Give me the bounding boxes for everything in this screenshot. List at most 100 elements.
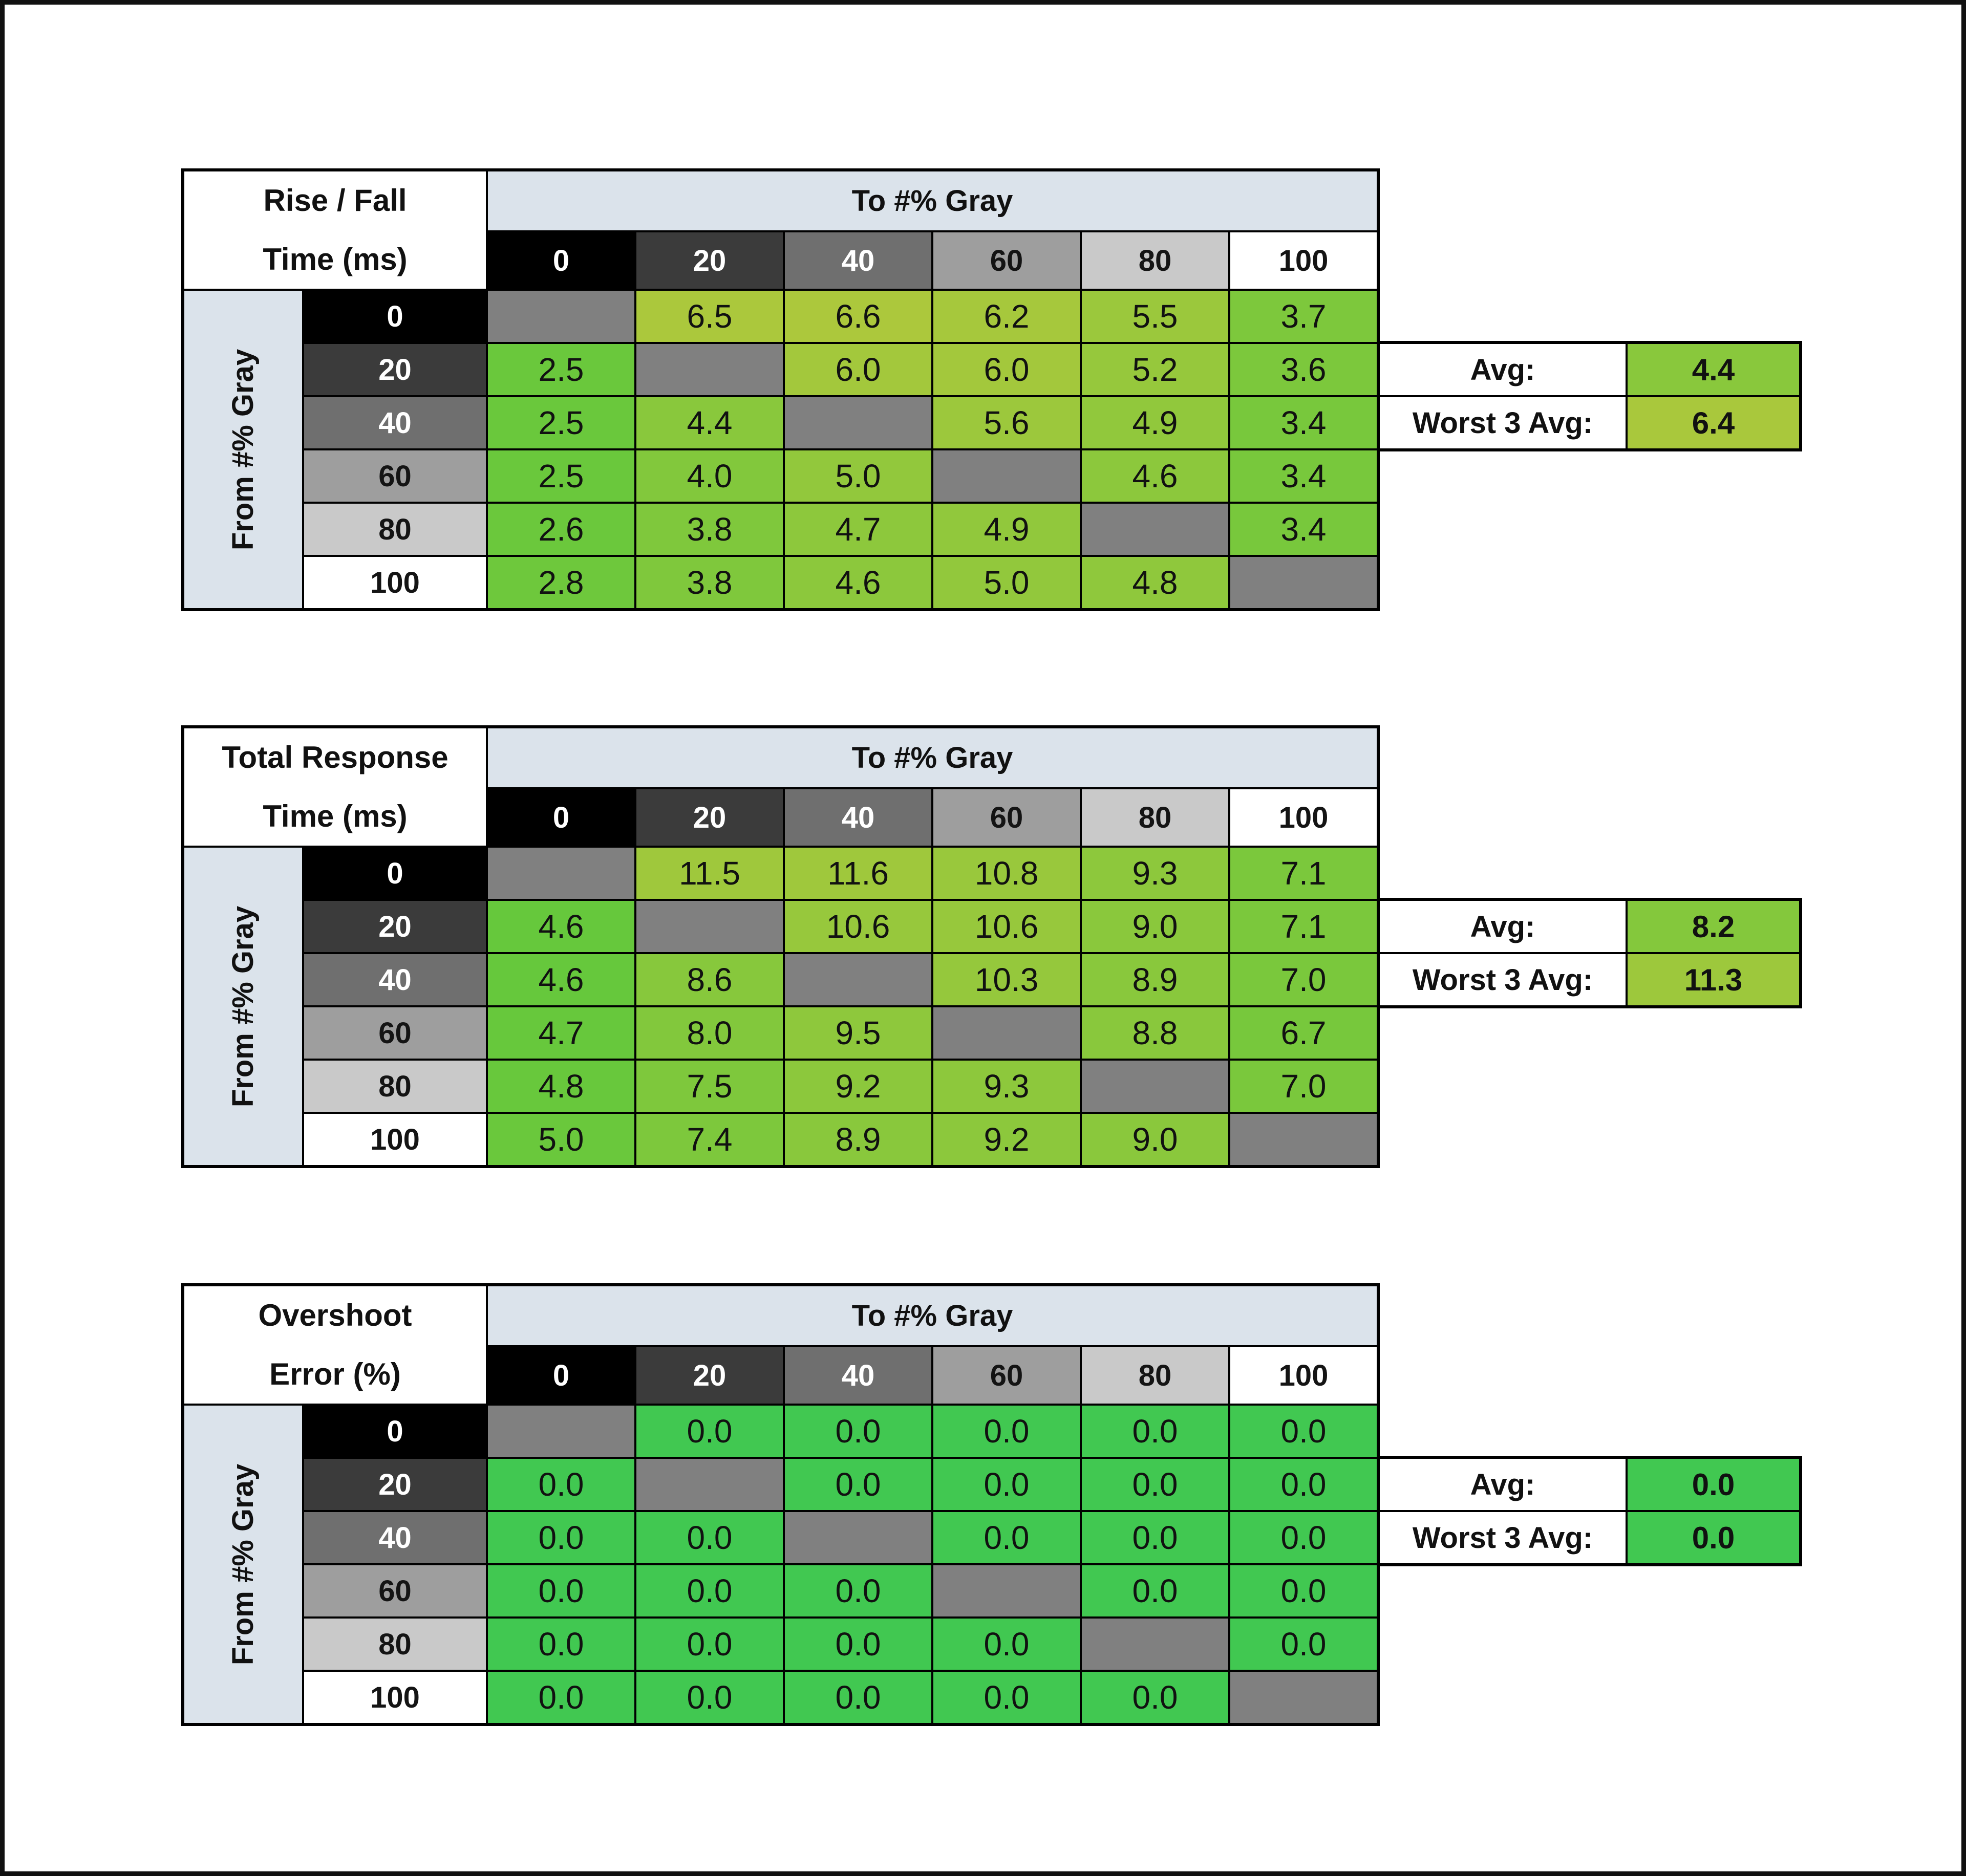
overshoot-error-row-header-60: 60 <box>304 1565 486 1616</box>
total-response-time-diagonal-from100 <box>1230 1114 1377 1165</box>
total-response-time-cell-from40-to80: 8.9 <box>1082 954 1228 1005</box>
overshoot-error-cell-from20-to60: 0.0 <box>933 1459 1080 1510</box>
rise-fall-time-diagonal-from0 <box>488 291 634 342</box>
rise-fall-time-cell-from80-to40: 4.7 <box>785 504 931 555</box>
overshoot-error-diagonal-from80 <box>1082 1619 1228 1670</box>
overshoot-error-avg-value: 0.0 <box>1628 1459 1799 1510</box>
overshoot-error-cell-from60-to20: 0.0 <box>636 1565 783 1616</box>
rise-fall-time-table: Rise / Fall Time (ms) To #% Gray 0 20 40 60 80 1… <box>181 168 1380 611</box>
total-response-time-worst3-avg-label: Worst 3 Avg: <box>1380 954 1626 1005</box>
total-response-time-cell-from0-to100: 7.1 <box>1230 848 1377 899</box>
overshoot-error-row-header-100: 100 <box>304 1672 486 1723</box>
total-response-time-col-header-60: 60 <box>933 789 1080 846</box>
total-response-time-title: Total Response Time (ms) <box>184 728 486 846</box>
total-response-time-cell-from60-to0: 4.7 <box>488 1007 634 1059</box>
total-response-time-cell-from80-to40: 9.2 <box>785 1061 931 1112</box>
total-response-time-cell-from0-to60: 10.8 <box>933 848 1080 899</box>
rise-fall-time-cell-from60-to40: 5.0 <box>785 450 931 502</box>
total-response-time-cell-from20-to80: 9.0 <box>1082 901 1228 952</box>
overshoot-error-diagonal-from0 <box>488 1406 634 1457</box>
total-response-time-cell-from0-to80: 9.3 <box>1082 848 1228 899</box>
rise-fall-time-x-axis-label: To #% Gray <box>488 171 1377 230</box>
overshoot-error-col-header-40: 40 <box>785 1347 931 1404</box>
overshoot-error-cell-from0-to80: 0.0 <box>1082 1406 1228 1457</box>
rise-fall-time-cell-from20-to100: 3.6 <box>1230 344 1377 395</box>
rise-fall-time-row-header-80: 80 <box>304 504 486 555</box>
total-response-time-cell-from100-to20: 7.4 <box>636 1114 783 1165</box>
rise-fall-time-cell-from80-to100: 3.4 <box>1230 504 1377 555</box>
overshoot-error-diagonal-from60 <box>933 1565 1080 1616</box>
total-response-time-col-header-80: 80 <box>1082 789 1228 846</box>
rise-fall-time-title-line1: Rise / Fall <box>263 183 407 218</box>
rise-fall-time-cell-from40-to20: 4.4 <box>636 397 783 448</box>
rise-fall-time-y-axis-label-text: From #% Gray <box>226 349 260 550</box>
overshoot-error-cell-from60-to40: 0.0 <box>785 1565 931 1616</box>
overshoot-error-worst3-avg-value: 0.0 <box>1628 1512 1799 1563</box>
total-response-time-title-line2: Time (ms) <box>263 799 408 833</box>
overshoot-error-cell-from20-to0: 0.0 <box>488 1459 634 1510</box>
rise-fall-time-title-line2: Time (ms) <box>263 242 408 276</box>
total-response-time-y-axis-label-text: From #% Gray <box>226 905 260 1107</box>
rise-fall-time-cell-from80-to60: 4.9 <box>933 504 1080 555</box>
rise-fall-time-col-header-0: 0 <box>488 232 634 289</box>
rise-fall-time-diagonal-from60 <box>933 450 1080 502</box>
rise-fall-time-cell-from40-to100: 3.4 <box>1230 397 1377 448</box>
rise-fall-time-cell-from0-to100: 3.7 <box>1230 291 1377 342</box>
rise-fall-time-cell-from80-to0: 2.6 <box>488 504 634 555</box>
overshoot-error-title-line1: Overshoot <box>258 1298 412 1333</box>
total-response-time-y-axis-label: From #% Gray <box>184 848 302 1165</box>
total-response-time-cell-from80-to100: 7.0 <box>1230 1061 1377 1112</box>
overshoot-error-cell-from40-to60: 0.0 <box>933 1512 1080 1563</box>
overshoot-error-cell-from80-to0: 0.0 <box>488 1619 634 1670</box>
total-response-time-col-header-0: 0 <box>488 789 634 846</box>
rise-fall-time-cell-from40-to60: 5.6 <box>933 397 1080 448</box>
overshoot-error-row-header-80: 80 <box>304 1619 486 1670</box>
rise-fall-time-cell-from100-to0: 2.8 <box>488 557 634 608</box>
rise-fall-time-cell-from40-to80: 4.9 <box>1082 397 1228 448</box>
total-response-time-table: Total Response Time (ms) To #% Gray 0 20 40 60… <box>181 725 1380 1168</box>
rise-fall-time-cell-from100-to80: 4.8 <box>1082 557 1228 608</box>
total-response-time-title-line1: Total Response <box>222 740 448 775</box>
total-response-time-cell-from40-to60: 10.3 <box>933 954 1080 1005</box>
overshoot-error-y-axis-label-text: From #% Gray <box>226 1463 260 1665</box>
overshoot-error-col-header-60: 60 <box>933 1347 1080 1404</box>
rise-fall-time-diagonal-from40 <box>785 397 931 448</box>
total-response-time-row-header-0: 0 <box>304 848 486 899</box>
rise-fall-time-diagonal-from20 <box>636 344 783 395</box>
rise-fall-time-row-header-100: 100 <box>304 557 486 608</box>
total-response-time-cell-from80-to20: 7.5 <box>636 1061 783 1112</box>
total-response-time-cell-from100-to60: 9.2 <box>933 1114 1080 1165</box>
rise-fall-time-row-header-60: 60 <box>304 450 486 502</box>
total-response-time-cell-from60-to80: 8.8 <box>1082 1007 1228 1059</box>
rise-fall-time-cell-from40-to0: 2.5 <box>488 397 634 448</box>
overshoot-error-cell-from0-to20: 0.0 <box>636 1406 783 1457</box>
total-response-time-worst3-avg-value: 11.3 <box>1628 954 1799 1005</box>
rise-fall-time-col-header-80: 80 <box>1082 232 1228 289</box>
total-response-time-diagonal-from60 <box>933 1007 1080 1059</box>
total-response-time-row-header-100: 100 <box>304 1114 486 1165</box>
total-response-time-x-axis-label: To #% Gray <box>488 728 1377 787</box>
total-response-time-cell-from80-to60: 9.3 <box>933 1061 1080 1112</box>
rise-fall-time-col-header-40: 40 <box>785 232 931 289</box>
total-response-time-cell-from60-to20: 8.0 <box>636 1007 783 1059</box>
rise-fall-time-cell-from20-to80: 5.2 <box>1082 344 1228 395</box>
total-response-time-diagonal-from0 <box>488 848 634 899</box>
rise-fall-time-summary-box: Avg: 4.4 Worst 3 Avg: 6.4 <box>1377 341 1802 451</box>
rise-fall-time-avg-label: Avg: <box>1380 344 1626 395</box>
total-response-time-cell-from0-to40: 11.6 <box>785 848 931 899</box>
total-response-time-row-header-80: 80 <box>304 1061 486 1112</box>
total-response-time-cell-from100-to0: 5.0 <box>488 1114 634 1165</box>
rise-fall-time-cell-from80-to20: 3.8 <box>636 504 783 555</box>
total-response-time-row-header-40: 40 <box>304 954 486 1005</box>
rise-fall-time-row-header-0: 0 <box>304 291 486 342</box>
rise-fall-time-cell-from100-to40: 4.6 <box>785 557 931 608</box>
rise-fall-time-title: Rise / Fall Time (ms) <box>184 171 486 289</box>
total-response-time-cell-from20-to0: 4.6 <box>488 901 634 952</box>
overshoot-error-cell-from100-to40: 0.0 <box>785 1672 931 1723</box>
rise-fall-time-cell-from20-to40: 6.0 <box>785 344 931 395</box>
overshoot-error-cell-from100-to20: 0.0 <box>636 1672 783 1723</box>
overshoot-error-cell-from60-to100: 0.0 <box>1230 1565 1377 1616</box>
overshoot-error-worst3-avg-label: Worst 3 Avg: <box>1380 1512 1626 1563</box>
rise-fall-time-row-header-20: 20 <box>304 344 486 395</box>
